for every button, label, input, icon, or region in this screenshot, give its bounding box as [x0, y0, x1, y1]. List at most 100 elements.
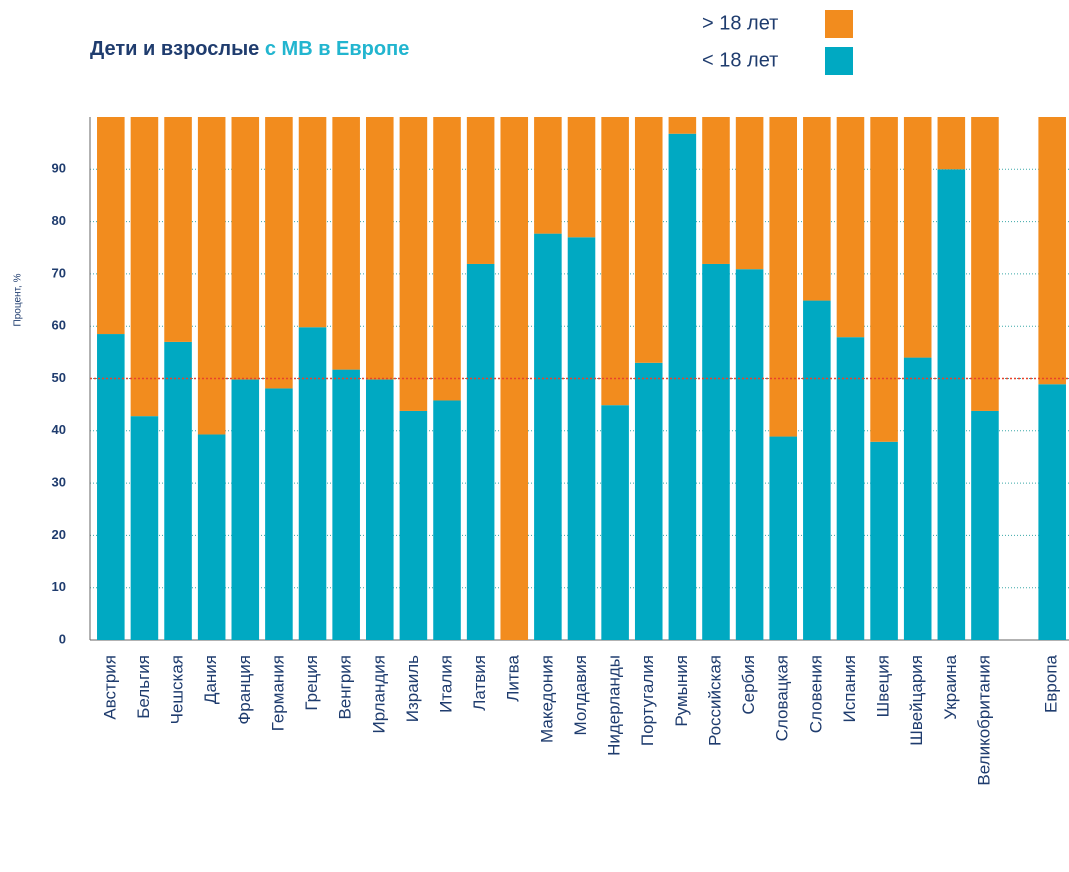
x-tick-label: Российская — [705, 655, 724, 746]
y-tick-label: 70 — [52, 265, 66, 280]
bar-segment — [332, 117, 360, 370]
x-tick-label: Швеция — [874, 655, 893, 717]
y-tick-label: 20 — [52, 527, 66, 542]
x-tick-label: Украина — [941, 654, 960, 719]
bar-segment — [298, 327, 327, 640]
x-tick-label: Великобритания — [974, 655, 993, 786]
bar-segment — [231, 379, 260, 640]
bar-segment — [937, 117, 966, 170]
x-tick-label: Дания — [201, 655, 220, 704]
bar-segment — [903, 117, 932, 358]
x-tick-label: Македония — [537, 655, 556, 743]
bar-segment — [971, 410, 999, 640]
x-tick-label: Румыния — [672, 655, 691, 727]
legend-swatch — [825, 10, 853, 38]
x-tick-label: Италия — [437, 655, 456, 713]
bar-segment — [433, 117, 461, 401]
y-tick-label: 30 — [52, 475, 66, 490]
bar-segment — [634, 117, 663, 363]
x-tick-label: Венгрия — [336, 655, 355, 720]
x-tick-label: Бельгия — [134, 655, 153, 719]
bar-segment — [836, 117, 865, 338]
bar-segment — [534, 117, 562, 234]
bar-segment — [601, 117, 629, 406]
bar-segment — [466, 263, 495, 640]
x-tick-label: Словения — [806, 655, 825, 733]
x-tick-label: Чешская — [168, 655, 187, 724]
bar-segment — [197, 117, 226, 435]
bar-segment — [130, 416, 159, 640]
bar-segment — [298, 117, 327, 328]
chart-title: Дети и взрослые с МВ в Европе — [90, 38, 409, 60]
bar-segment — [433, 400, 461, 640]
bar-segment — [265, 388, 293, 640]
bar-segment — [97, 334, 125, 640]
y-tick-label: 40 — [52, 422, 66, 437]
bar-segment — [265, 117, 293, 389]
legend-label: > 18 лет — [702, 12, 778, 34]
bar-segment — [534, 233, 562, 640]
bar-segment — [903, 357, 932, 640]
bar-segment — [365, 117, 394, 380]
title-highlight: с МВ в Европе — [265, 38, 409, 60]
x-tick-label: Молдавия — [571, 655, 590, 735]
y-tick-label: 10 — [52, 579, 66, 594]
bar-segment — [735, 269, 764, 640]
bar-segment — [971, 117, 999, 411]
bar-segment — [702, 263, 730, 640]
x-tick-label: Словацкая — [773, 655, 792, 741]
x-tick-label: Испания — [840, 655, 859, 722]
x-tick-label: Литва — [504, 654, 523, 701]
bar-segment — [1038, 117, 1066, 385]
bar-segment — [97, 117, 125, 335]
bar-segment — [164, 117, 192, 342]
bar-segment — [365, 379, 394, 640]
x-tick-label: Ирландия — [369, 655, 388, 733]
bar-segment — [937, 169, 966, 641]
bar-segment — [601, 405, 629, 640]
bar-segment — [634, 362, 663, 640]
y-tick-label: 50 — [52, 370, 66, 385]
bar-segment — [399, 410, 428, 640]
legend-label: < 18 лет — [702, 49, 778, 71]
y-tick-label: 90 — [52, 161, 66, 176]
bar-segment — [769, 117, 798, 437]
y-axis-label: Процент, % — [13, 273, 24, 326]
x-tick-label: Португалия — [638, 655, 657, 746]
bar-segment — [197, 434, 226, 640]
y-tick-label: 0 — [59, 631, 66, 646]
x-tick-label: Латвия — [470, 655, 489, 711]
title-part: Дети и взрослые — [90, 38, 259, 60]
y-tick-label: 60 — [52, 318, 66, 333]
bar-segment — [668, 133, 697, 640]
bar-segment — [231, 117, 260, 380]
bar-segment — [870, 117, 898, 442]
bar-segment — [130, 117, 159, 417]
x-tick-label: Греция — [302, 655, 321, 711]
x-tick-label: Нидерланды — [605, 655, 624, 756]
x-tick-label: Сербия — [739, 655, 758, 715]
bar-segment — [332, 369, 360, 640]
legend-swatch — [825, 47, 853, 75]
bar-segment — [769, 436, 798, 640]
bar-segment — [668, 117, 697, 134]
bar-segment — [567, 117, 596, 238]
x-tick-label: Израиль — [403, 655, 422, 722]
bar-segment — [466, 117, 495, 264]
bar-segment — [836, 337, 865, 640]
x-tick-label: Австрия — [100, 655, 119, 720]
bar-segment — [870, 441, 898, 640]
y-tick-label: 80 — [52, 213, 66, 228]
x-tick-label: Европа — [1042, 654, 1061, 712]
bar-segment — [803, 117, 831, 301]
bar-segment — [702, 117, 730, 264]
bar-segment — [567, 237, 596, 641]
bar-segment — [1038, 384, 1066, 640]
bar-segment — [164, 341, 192, 640]
bar-segment — [803, 300, 831, 640]
x-tick-label: Швейцария — [907, 655, 926, 746]
x-tick-label: Германия — [268, 655, 287, 731]
bar-segment — [399, 117, 428, 411]
bar-segment — [735, 117, 764, 270]
